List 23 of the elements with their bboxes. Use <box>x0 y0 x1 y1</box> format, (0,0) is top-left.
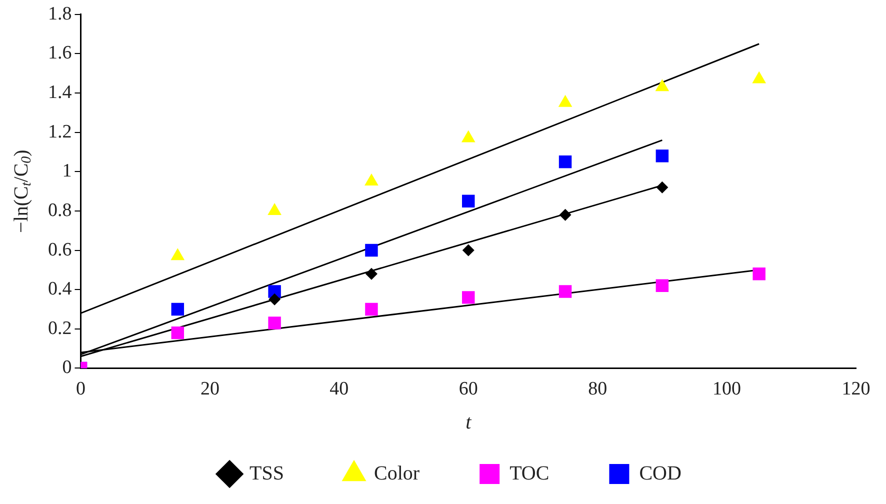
y-axis-title: −ln(Ct/C0) <box>10 150 35 233</box>
x-tick-label: 100 <box>712 378 742 400</box>
y-tick-label: 1 <box>62 160 72 182</box>
x-tick-label: 80 <box>588 378 608 400</box>
x-axis-title: t <box>466 411 472 434</box>
x-tick-label: 120 <box>842 378 870 400</box>
y-tick-label: 0.2 <box>48 318 72 339</box>
legend-label: TOC <box>510 462 550 484</box>
legend-label: TSS <box>250 462 284 484</box>
x-tick-label: 40 <box>330 378 349 400</box>
y-tick-label: 1.4 <box>48 82 72 104</box>
y-tick-label: 0.6 <box>48 239 72 260</box>
x-tick-label: 20 <box>200 378 220 400</box>
y-tick-label: 1.6 <box>48 42 72 64</box>
x-tick-label: 60 <box>458 378 478 400</box>
x-tick-label: 0 <box>76 378 86 400</box>
legend-label: COD <box>639 462 682 484</box>
y-tick-label: 0.8 <box>48 200 72 221</box>
y-tick-label: 0.4 <box>48 278 72 300</box>
y-tick-label: 0 <box>62 357 72 378</box>
y-tick-label: 1.2 <box>48 121 72 142</box>
y-tick-label: 1.8 <box>48 3 72 24</box>
legend-label: Color <box>374 462 420 484</box>
